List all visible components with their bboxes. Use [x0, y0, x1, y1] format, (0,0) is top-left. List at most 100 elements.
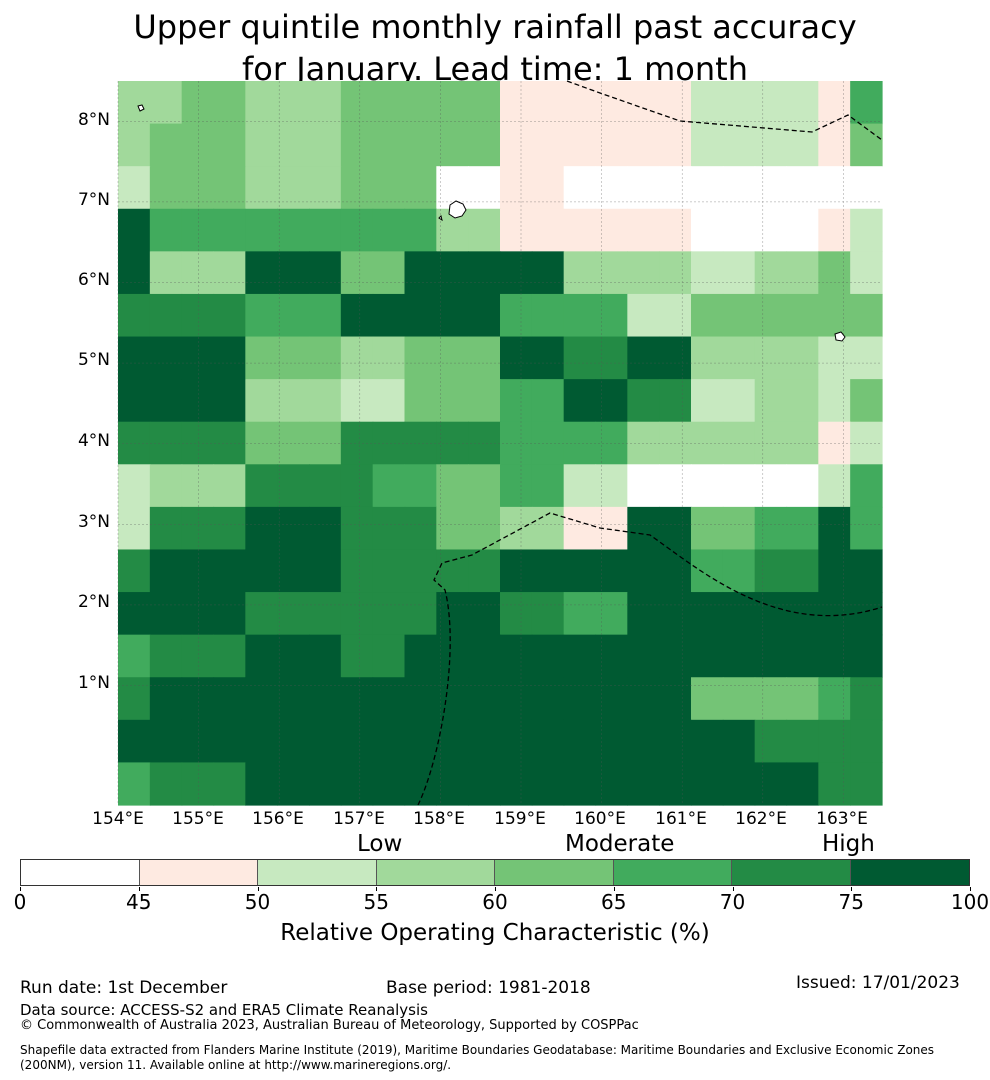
grid-cell	[563, 421, 597, 465]
grid-cell	[850, 166, 883, 210]
colorbar-title: Relative Operating Characteristic (%)	[280, 920, 710, 946]
grid-cell	[691, 677, 724, 721]
colorbar-tick	[732, 887, 734, 891]
grid-cell	[500, 762, 533, 806]
grid-cell	[627, 762, 660, 806]
grid-cell	[149, 166, 183, 210]
grid-cell	[181, 506, 215, 551]
grid-cell	[722, 421, 756, 465]
grid-cell	[691, 208, 724, 252]
colorbar-tick	[138, 887, 140, 891]
grid-cell	[468, 506, 501, 551]
grid-cell	[468, 123, 501, 167]
grid-cell	[213, 251, 246, 295]
grid-cell	[468, 293, 501, 338]
grid-cell	[563, 506, 597, 551]
grid-cell	[468, 251, 501, 295]
grid-cell	[372, 464, 406, 508]
grid-cell	[436, 166, 469, 210]
island-outline	[448, 200, 467, 219]
grid-cell	[340, 166, 374, 210]
grid-cell	[118, 336, 151, 380]
grid-cell	[531, 208, 565, 252]
grid-cell	[277, 379, 310, 423]
grid-cell	[468, 421, 501, 465]
shapefile-credit-line-2: (200NM), version 11. Available online at…	[20, 1058, 452, 1072]
grid-cell	[149, 592, 183, 636]
grid-cell	[563, 166, 597, 210]
colorbar-tick	[495, 887, 496, 891]
grid-cell	[754, 251, 788, 295]
grid-cell	[786, 251, 819, 295]
lon-label-156e: 156°E	[252, 809, 304, 829]
grid-cell	[754, 208, 788, 252]
shapefile-credit-line-1: Shapefile data extracted from Flanders M…	[20, 1043, 935, 1057]
grid-cell	[436, 379, 469, 423]
grid-cell	[277, 719, 310, 764]
grid-cell	[309, 634, 342, 678]
grid-cell	[404, 506, 437, 551]
grid-cell	[309, 251, 342, 295]
grid-cell	[627, 464, 660, 508]
colorbar-tick	[257, 887, 259, 891]
grid-cell	[213, 506, 246, 551]
grid-cell	[149, 293, 183, 338]
grid-cell	[818, 634, 851, 678]
grid-cell	[659, 719, 692, 764]
grid-cell	[595, 379, 628, 423]
colorbar	[20, 859, 970, 886]
grid-cell	[277, 677, 310, 721]
grid-cell	[213, 549, 246, 593]
colorbar-tick	[376, 887, 378, 891]
grid-cell	[659, 506, 692, 551]
lat-label-2n: 2°N	[77, 592, 110, 612]
grid-cell	[563, 379, 597, 423]
grid-cell	[118, 464, 151, 508]
lat-label-5n: 5°N	[77, 350, 110, 370]
grid-cell	[245, 123, 278, 167]
grid-cell	[245, 166, 278, 210]
grid-cell	[245, 506, 278, 551]
grid-cell	[436, 634, 469, 678]
grid-cell	[531, 634, 565, 678]
grid-cell	[372, 336, 406, 380]
grid-cell	[659, 421, 692, 465]
grid-cell	[404, 123, 437, 167]
grid-cell	[786, 719, 819, 764]
grid-cell	[436, 336, 469, 380]
grid-cell	[340, 81, 374, 125]
grid-cell	[627, 592, 660, 636]
colorbar-tick-label: 45	[126, 890, 152, 914]
grid-cell	[149, 719, 183, 764]
rainfall-accuracy-map	[117, 80, 883, 806]
grid-cell	[850, 81, 883, 125]
lon-label-157e: 157°E	[333, 809, 385, 829]
grid-cell	[277, 506, 310, 551]
grid-cell	[277, 464, 310, 508]
grid-cell	[595, 677, 628, 721]
lat-label-4n: 4°N	[77, 431, 110, 451]
grid-cell	[595, 719, 628, 764]
grid-cell	[309, 506, 342, 551]
grid-cell	[468, 592, 501, 636]
grid-cell	[531, 336, 565, 380]
grid-cell	[563, 81, 597, 125]
grid-cell	[691, 421, 724, 465]
grid-cell	[277, 293, 310, 338]
colorbar-tick-label: 50	[244, 890, 271, 914]
grid-cell	[627, 719, 660, 764]
grid-cell	[118, 81, 151, 125]
colorbar-segment	[850, 860, 969, 885]
grid-cell	[118, 293, 151, 338]
grid-cell	[531, 251, 565, 295]
grid-cell	[372, 506, 406, 551]
grid-cell	[754, 166, 788, 210]
grid-cell	[786, 166, 819, 210]
grid-cell	[818, 719, 851, 764]
grid-cell	[500, 719, 533, 764]
grid-cell	[277, 166, 310, 210]
grid-cell	[181, 592, 215, 636]
grid-cell	[245, 81, 278, 125]
grid-cell	[722, 634, 756, 678]
grid-cell	[786, 293, 819, 338]
